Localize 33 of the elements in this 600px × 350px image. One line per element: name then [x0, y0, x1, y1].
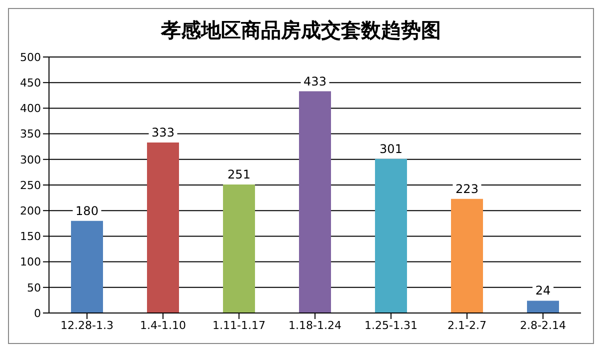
- data-label: 333: [152, 126, 174, 140]
- y-tick-label: 250: [20, 178, 41, 192]
- x-tick-label: 12.28-1.3: [60, 318, 114, 332]
- bar: [147, 142, 179, 313]
- y-tick-label: 500: [20, 50, 41, 64]
- y-tick-label: 350: [20, 128, 41, 141]
- y-tick-label: 150: [20, 230, 41, 244]
- y-tick-label: 100: [20, 256, 41, 269]
- data-label: 24: [535, 284, 551, 298]
- bar: [299, 91, 331, 313]
- bar: [527, 300, 559, 313]
- y-tick-label: 50: [27, 281, 41, 294]
- y-tick-label: 300: [20, 153, 41, 166]
- data-label: 433: [304, 74, 326, 88]
- x-tick-label: 1.4-1.10: [140, 318, 186, 332]
- chart-title: 孝感地区商品房成交套数趋势图: [160, 17, 442, 44]
- x-tick-label: 1.18-1.24: [288, 318, 342, 332]
- data-label: 251: [228, 167, 250, 182]
- bar: [375, 158, 407, 313]
- bar: [223, 184, 255, 313]
- y-tick-label: 450: [20, 76, 41, 90]
- y-tick-label: 400: [20, 102, 41, 116]
- data-label: 180: [76, 204, 98, 218]
- bar: [71, 220, 103, 313]
- x-tick-label: 1.11-1.17: [212, 318, 266, 332]
- x-tick-label: 2.1-2.7: [448, 318, 486, 332]
- x-tick-label: 1.25-1.31: [364, 318, 418, 332]
- x-tick-label: 2.8-2.14: [520, 318, 566, 332]
- data-label: 301: [380, 142, 402, 156]
- y-tick-label: 200: [20, 204, 41, 218]
- data-label: 223: [456, 182, 478, 196]
- bar: [451, 198, 483, 313]
- y-tick-label: 0: [34, 306, 41, 320]
